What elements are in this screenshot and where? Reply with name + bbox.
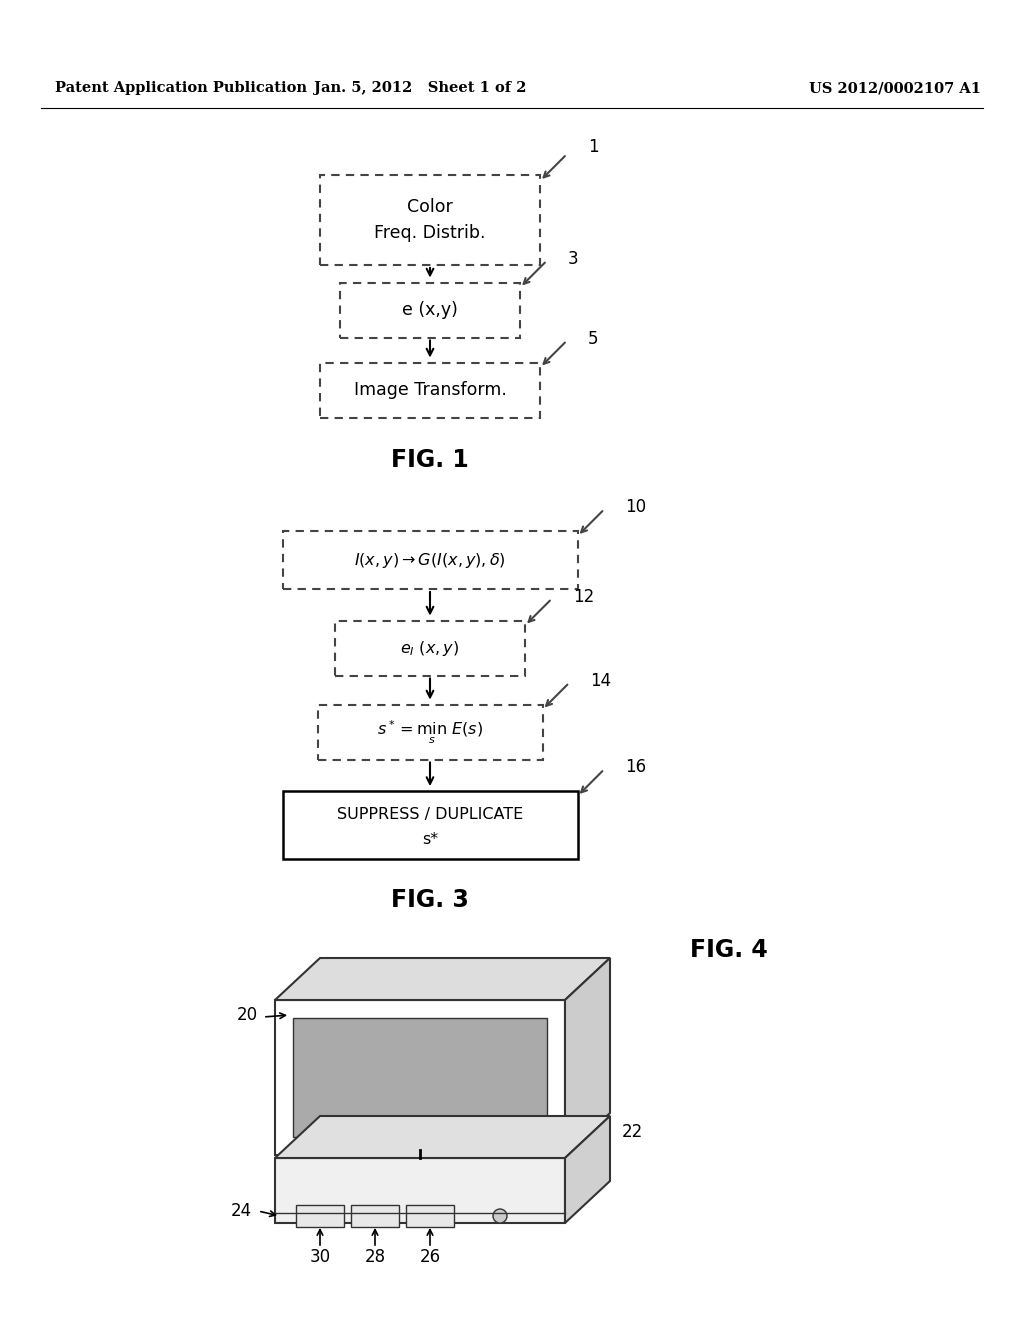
Circle shape	[493, 1209, 507, 1224]
Text: 20: 20	[237, 1006, 258, 1024]
Bar	[335, 620, 525, 676]
Bar	[319, 363, 540, 417]
Text: e (x,y): e (x,y)	[402, 301, 458, 319]
Bar	[283, 531, 578, 589]
Text: 24: 24	[230, 1203, 252, 1220]
Text: FIG. 4: FIG. 4	[690, 939, 768, 962]
Polygon shape	[275, 1001, 565, 1155]
Text: SUPPRESS / DUPLICATE: SUPPRESS / DUPLICATE	[337, 808, 523, 822]
Text: 1: 1	[588, 139, 599, 156]
Text: 16: 16	[626, 758, 646, 776]
Text: 10: 10	[626, 498, 646, 516]
Text: 26: 26	[420, 1247, 440, 1266]
Text: FIG. 3: FIG. 3	[391, 888, 469, 912]
Text: 22: 22	[622, 1123, 643, 1140]
Text: 14: 14	[591, 672, 611, 689]
Bar	[406, 1205, 454, 1228]
Text: 12: 12	[573, 587, 594, 606]
Text: US 2012/0002107 A1: US 2012/0002107 A1	[809, 81, 981, 95]
Bar	[296, 1205, 344, 1228]
Text: $e_I\ (x,y)$: $e_I\ (x,y)$	[400, 639, 460, 657]
Polygon shape	[565, 958, 610, 1155]
Polygon shape	[293, 1018, 547, 1137]
Bar	[351, 1205, 399, 1228]
Polygon shape	[275, 1158, 565, 1224]
Text: 3: 3	[568, 249, 579, 268]
Bar	[319, 176, 540, 265]
Text: Image Transform.: Image Transform.	[353, 381, 507, 399]
Text: 30: 30	[309, 1247, 331, 1266]
Text: $s^* = \min_s\ E(s)$: $s^* = \min_s\ E(s)$	[377, 718, 483, 746]
Bar	[283, 791, 578, 859]
Text: $I(x,y) \rightarrow G(I(x,y),\delta)$: $I(x,y) \rightarrow G(I(x,y),\delta)$	[354, 550, 506, 569]
Text: 28: 28	[365, 1247, 386, 1266]
Polygon shape	[275, 1115, 610, 1158]
Bar	[340, 282, 520, 338]
Polygon shape	[565, 1115, 610, 1224]
Text: FIG. 1: FIG. 1	[391, 447, 469, 473]
Text: 5: 5	[588, 330, 598, 347]
Bar	[317, 705, 543, 759]
Text: Jan. 5, 2012   Sheet 1 of 2: Jan. 5, 2012 Sheet 1 of 2	[313, 81, 526, 95]
Text: Color
Freq. Distrib.: Color Freq. Distrib.	[374, 198, 485, 242]
Text: s*: s*	[422, 832, 438, 846]
Text: Patent Application Publication: Patent Application Publication	[55, 81, 307, 95]
Polygon shape	[275, 958, 610, 1001]
